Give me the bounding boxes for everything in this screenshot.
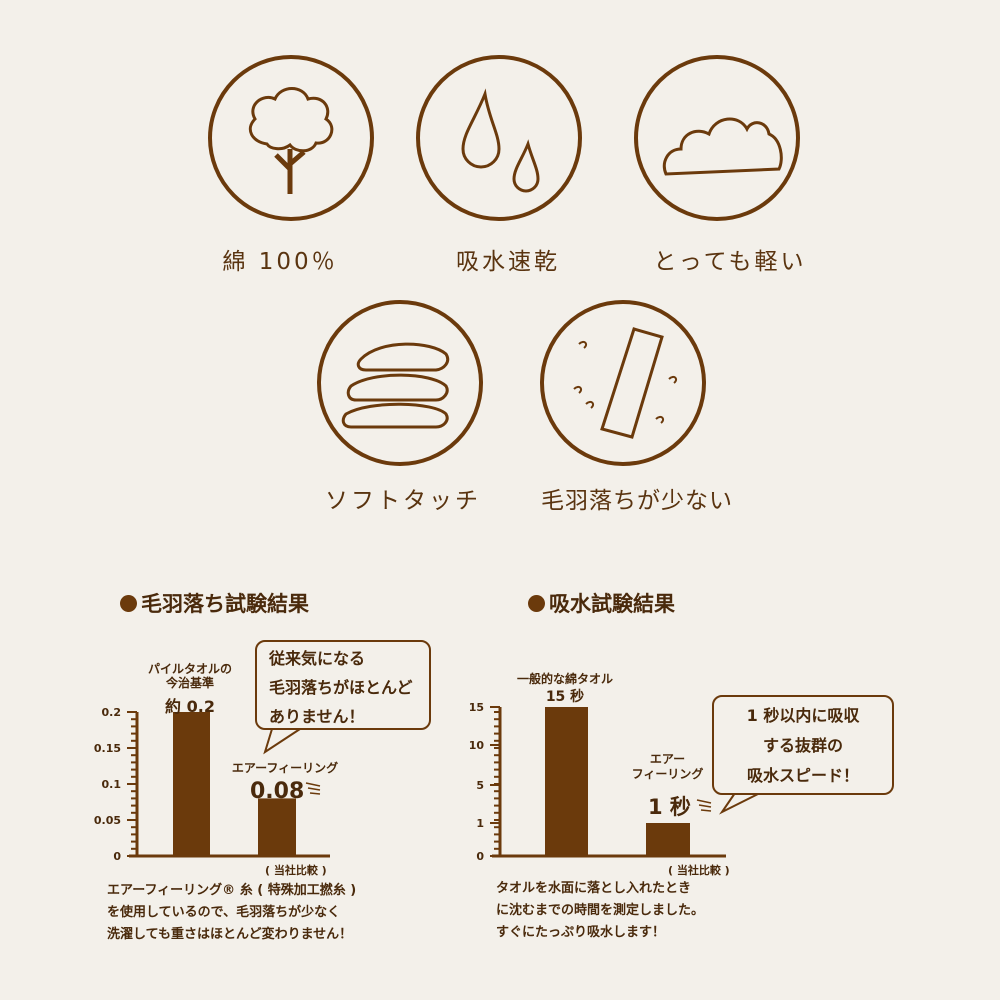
feature-label: とっても軽い <box>653 249 807 275</box>
bar <box>646 823 690 856</box>
bar1-label: パイルタオルの 今治基準 <box>130 662 250 690</box>
bar2-value: 1 秒 <box>648 795 691 819</box>
y-tick-label: 0.05 <box>94 814 121 827</box>
bar1-value: 約 0.2 <box>165 697 215 716</box>
feature-label: ソフトタッチ <box>325 488 481 514</box>
cloud-icon <box>634 55 800 221</box>
note-line: エアーフィーリング® 糸 ( 特殊加工撚糸 ) <box>107 883 357 898</box>
bar1-value: 15 秒 <box>545 689 585 705</box>
bubble-tail <box>718 792 761 815</box>
bubble-line: ありません！ <box>269 707 365 726</box>
section-title: 吸水試験結果 <box>549 592 675 616</box>
note-line: に沈むまでの時間を測定しました。 <box>496 903 705 918</box>
absorb-test-title: 吸水試験結果 <box>528 588 675 618</box>
lint-test-title: 毛羽落ち試験結果 <box>120 588 309 618</box>
bullet-icon <box>528 595 545 612</box>
label-line: エアー <box>649 752 686 766</box>
note-line: すぐにたっぷり吸水します！ <box>496 925 666 940</box>
absorb-note: タオルを水面に落とし入れたとき に沈むまでの時間を測定しました。 すぐにたっぷり吸水… <box>496 878 704 944</box>
bubble-tail <box>263 728 301 755</box>
y-tick-label: 0.15 <box>94 742 121 755</box>
label-line: フィーリング <box>631 767 704 781</box>
absorb-speech-bubble: 1 秒以内に吸収 する抜群の吸水スピード！ <box>712 695 894 795</box>
y-tick-label: 0 <box>476 850 484 863</box>
bar2-label: エアーフィーリング <box>231 761 339 775</box>
bubble-line: 従来気になる <box>269 649 366 668</box>
bar1-label: 一般的な綿タオル <box>516 672 613 686</box>
label-line: 今治基準 <box>165 676 214 690</box>
lint-note: エアーフィーリング® 糸 ( 特殊加工撚糸 ) を使用しているので、毛羽落ちが少な… <box>107 880 356 946</box>
bubble-line: する抜群の <box>762 736 843 755</box>
feature-label: 毛羽落ちが少ない <box>541 488 733 514</box>
note-line: 洗濯しても重さはほとんど変わりません！ <box>107 927 353 942</box>
y-tick-label: 0.2 <box>102 706 122 719</box>
label-line: パイルタオルの <box>147 662 232 676</box>
bubble-line: 毛羽落ちがほとんど <box>269 678 413 697</box>
feature-label: 綿 100％ <box>222 249 338 275</box>
stacked-towels-icon <box>317 300 483 466</box>
y-tick-label: 5 <box>476 779 484 792</box>
feature-label: 吸水速乾 <box>456 249 560 275</box>
note-line: タオルを水面に落とし入れたとき <box>496 881 692 896</box>
emphasis-mark <box>698 804 712 808</box>
cotton-icon <box>208 55 374 221</box>
lint-speech-bubble: 従来気になる毛羽落ちがほとんど ありません！ <box>255 640 431 730</box>
bubble-line: 吸水スピード！ <box>746 766 859 785</box>
bullet-icon <box>120 595 137 612</box>
section-title: 毛羽落ち試験結果 <box>141 592 309 616</box>
bubble-line: 1 秒以内に吸収 <box>746 706 860 725</box>
y-tick-label: 0 <box>113 850 121 863</box>
bar <box>545 707 588 856</box>
emphasis-mark <box>307 787 321 791</box>
emphasis-mark <box>700 809 712 812</box>
emphasis-mark <box>696 799 712 804</box>
bar2-label: エアーフィーリング <box>620 752 715 782</box>
compare-note: ( 当社比較 ) <box>668 864 730 877</box>
bar <box>173 712 210 856</box>
bar <box>258 798 296 856</box>
emphasis-mark <box>305 782 321 787</box>
emphasis-mark <box>309 792 321 795</box>
bar2-value: 0.08 <box>250 779 305 804</box>
y-tick-label: 15 <box>469 701 484 714</box>
note-line: を使用しているので、毛羽落ちが少なく <box>107 905 341 920</box>
towel-lint-icon <box>540 300 706 466</box>
compare-note: ( 当社比較 ) <box>265 864 327 877</box>
water-drops-icon <box>416 55 582 221</box>
y-tick-label: 10 <box>469 739 485 752</box>
y-tick-label: 0.1 <box>102 778 122 791</box>
y-tick-label: 1 <box>476 817 484 830</box>
